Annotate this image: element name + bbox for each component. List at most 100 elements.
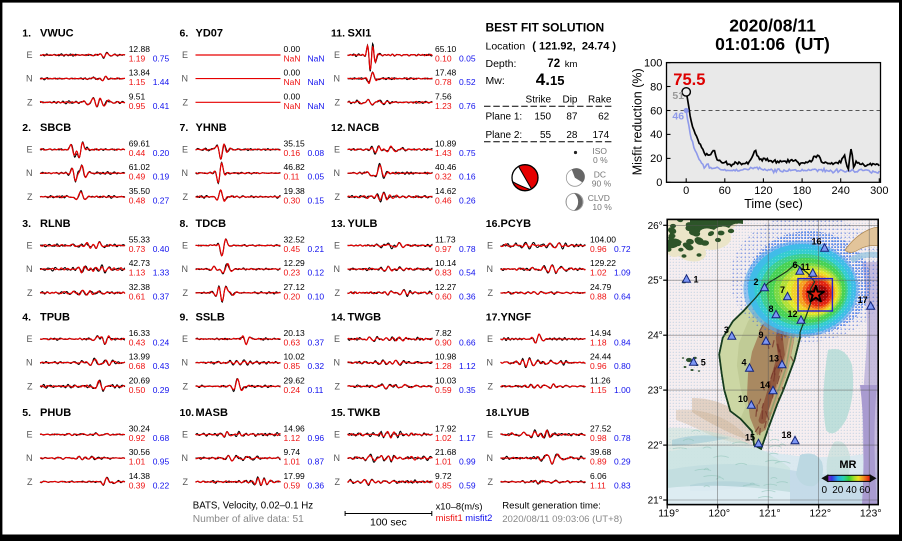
svg-text:0.75: 0.75 xyxy=(459,148,476,158)
svg-text:0.27: 0.27 xyxy=(153,195,170,205)
svg-text:55: 55 xyxy=(540,130,552,141)
svg-text:15: 15 xyxy=(745,432,755,442)
svg-text:1.01: 1.01 xyxy=(129,457,146,467)
svg-text:Z: Z xyxy=(335,192,341,202)
svg-text:Depth:: Depth: xyxy=(486,58,517,70)
svg-text:x10–8(m/s): x10–8(m/s) xyxy=(436,500,483,511)
svg-text:Z: Z xyxy=(488,381,494,391)
svg-text:0.11: 0.11 xyxy=(308,385,324,395)
svg-text:4.15: 4.15 xyxy=(536,70,565,89)
svg-text:YNGF: YNGF xyxy=(501,311,532,323)
svg-text:16.: 16. xyxy=(486,218,501,230)
svg-text:121°: 121° xyxy=(759,508,781,520)
svg-text:0.43: 0.43 xyxy=(129,338,146,348)
svg-text:9: 9 xyxy=(758,330,763,340)
svg-text:E: E xyxy=(26,50,32,60)
svg-text:21.68: 21.68 xyxy=(435,447,457,457)
svg-text:0.68: 0.68 xyxy=(129,361,146,371)
svg-text:YD07: YD07 xyxy=(196,27,224,39)
svg-text:N: N xyxy=(334,358,341,368)
svg-text:1.12: 1.12 xyxy=(284,433,301,443)
svg-text:Plane 1:: Plane 1: xyxy=(486,112,523,123)
svg-text:17.99: 17.99 xyxy=(284,471,306,481)
svg-text:0.15: 0.15 xyxy=(308,195,325,205)
svg-text:12.88: 12.88 xyxy=(129,44,151,54)
svg-text:SBCB: SBCB xyxy=(40,122,71,134)
svg-text:27.12: 27.12 xyxy=(284,282,306,292)
svg-text:0.37: 0.37 xyxy=(308,338,325,348)
svg-text:Z: Z xyxy=(488,477,494,487)
svg-text:0.98: 0.98 xyxy=(590,433,607,443)
svg-text:80: 80 xyxy=(650,81,662,93)
svg-text:Plane 2:: Plane 2: xyxy=(486,130,523,141)
svg-text:Z: Z xyxy=(27,288,33,298)
svg-text:0.54: 0.54 xyxy=(459,268,476,278)
svg-text:10.14: 10.14 xyxy=(435,258,457,268)
svg-text:0.05: 0.05 xyxy=(308,172,325,182)
svg-text:N: N xyxy=(26,264,33,274)
svg-text:0.12: 0.12 xyxy=(308,268,325,278)
svg-text:0.90: 0.90 xyxy=(435,338,452,348)
svg-text:17: 17 xyxy=(858,295,868,305)
svg-text:0.05: 0.05 xyxy=(459,54,476,64)
svg-text:0.78: 0.78 xyxy=(614,433,631,443)
svg-text:N: N xyxy=(487,453,494,463)
svg-text:14.: 14. xyxy=(331,311,346,323)
svg-text:55.33: 55.33 xyxy=(129,235,151,245)
svg-text:0.11: 0.11 xyxy=(284,172,300,182)
svg-text:TWGB: TWGB xyxy=(348,311,382,323)
svg-text:9.72: 9.72 xyxy=(435,471,452,481)
svg-text:Z: Z xyxy=(183,477,189,487)
svg-text:16.33: 16.33 xyxy=(129,328,151,338)
svg-text:5: 5 xyxy=(701,358,706,368)
svg-text:1.33: 1.33 xyxy=(153,268,170,278)
svg-text:10.89: 10.89 xyxy=(435,139,457,149)
svg-text:14.38: 14.38 xyxy=(129,471,151,481)
svg-text:N: N xyxy=(182,74,189,84)
svg-text:Z: Z xyxy=(27,192,33,202)
svg-text:14.96: 14.96 xyxy=(284,424,306,434)
svg-text:0.85: 0.85 xyxy=(435,480,452,490)
svg-text:Z: Z xyxy=(183,97,189,107)
svg-text:1: 1 xyxy=(694,275,699,285)
svg-text:YULB: YULB xyxy=(348,218,378,230)
svg-text:65.10: 65.10 xyxy=(435,44,457,54)
svg-text:19.38: 19.38 xyxy=(284,186,306,196)
svg-text:10 %: 10 % xyxy=(592,202,612,212)
svg-text:0.43: 0.43 xyxy=(153,361,170,371)
svg-text:0.61: 0.61 xyxy=(129,291,146,301)
svg-text:40: 40 xyxy=(846,485,858,496)
svg-text:0.59: 0.59 xyxy=(435,385,452,395)
svg-text:0.92: 0.92 xyxy=(129,433,146,443)
svg-text:12.: 12. xyxy=(331,122,346,134)
svg-text:PCYB: PCYB xyxy=(501,218,532,230)
svg-text:0.83: 0.83 xyxy=(435,268,452,278)
svg-text:0.35: 0.35 xyxy=(459,385,476,395)
svg-text:32.38: 32.38 xyxy=(129,282,151,292)
svg-text:0.29: 0.29 xyxy=(153,385,170,395)
svg-text:0.78: 0.78 xyxy=(459,244,476,254)
svg-text:2.: 2. xyxy=(22,122,31,134)
svg-text:11.: 11. xyxy=(331,27,345,39)
svg-text:1.19: 1.19 xyxy=(129,54,146,64)
svg-text:0.37: 0.37 xyxy=(153,291,170,301)
svg-text:0.40: 0.40 xyxy=(153,244,170,254)
svg-text:0.32: 0.32 xyxy=(308,361,325,371)
svg-text:11: 11 xyxy=(800,262,810,272)
svg-text:NaN: NaN xyxy=(284,101,301,111)
svg-text:SXI1: SXI1 xyxy=(348,27,372,39)
svg-text:0.24: 0.24 xyxy=(153,338,170,348)
svg-text:7.56: 7.56 xyxy=(435,91,452,101)
svg-text:1.01: 1.01 xyxy=(435,457,452,467)
svg-text:72: 72 xyxy=(547,58,560,70)
svg-text:28: 28 xyxy=(566,130,578,141)
svg-text:Z: Z xyxy=(183,192,189,202)
svg-text:120°: 120° xyxy=(708,508,730,520)
svg-text:46.82: 46.82 xyxy=(284,162,306,172)
svg-text:1.02: 1.02 xyxy=(590,268,607,278)
svg-text:60: 60 xyxy=(859,485,871,496)
svg-text:Z: Z xyxy=(183,288,189,298)
svg-text:1.12: 1.12 xyxy=(459,361,476,371)
svg-text:0.96: 0.96 xyxy=(590,361,607,371)
svg-text:0.10: 0.10 xyxy=(308,291,325,301)
